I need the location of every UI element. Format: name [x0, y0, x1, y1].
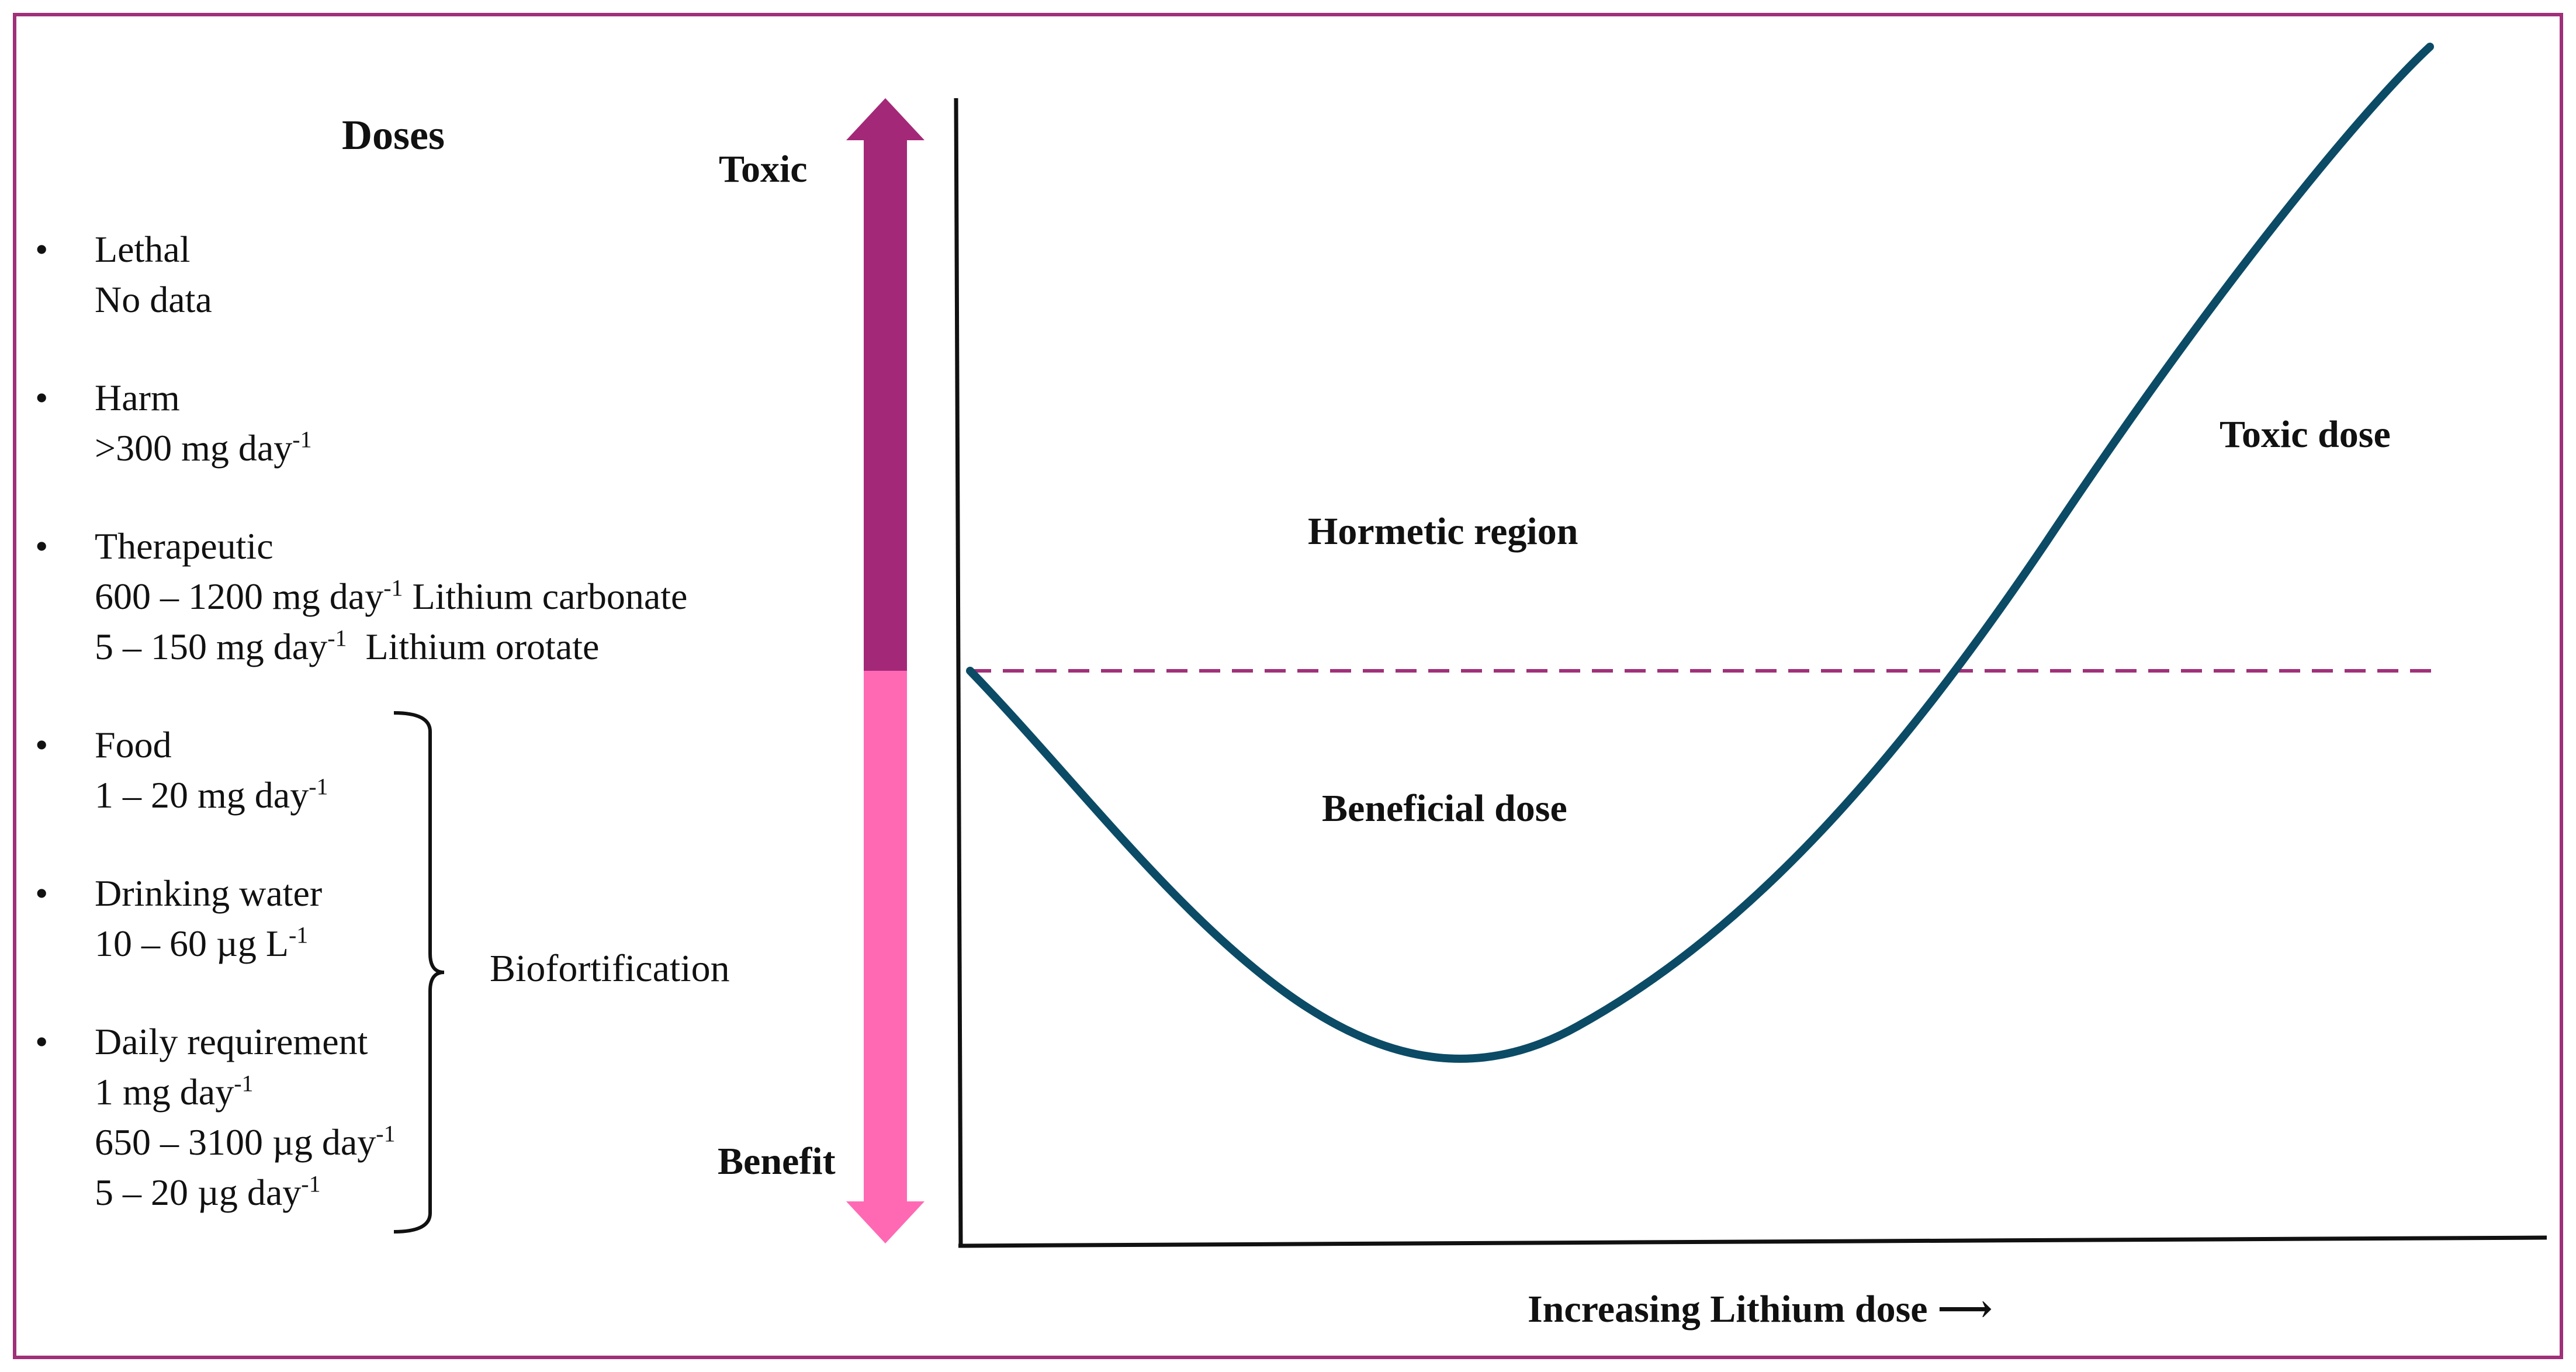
toxic-arrow-body: [864, 139, 907, 672]
dose-value: 5 – 20 µg day-1: [95, 1167, 396, 1218]
unit-exponent: -1: [288, 921, 309, 948]
unit-exponent: -1: [234, 1070, 254, 1097]
dose-value: 10 – 60 µg L-1: [95, 919, 322, 969]
dose-item-lines: Drinking water 10 – 60 µg L-1: [95, 868, 322, 969]
dose-category: Lethal: [95, 224, 212, 275]
dose-text: 10 – 60 µg L: [95, 923, 289, 964]
dose-text: 1 mg day: [95, 1071, 234, 1113]
x-axis: [958, 1235, 2547, 1248]
unit-exponent: -1: [292, 426, 312, 453]
dose-item-lines: Lethal No data: [95, 224, 212, 325]
x-axis-label: Increasing Lithium dose: [1528, 1288, 1928, 1331]
doses-title: Doses: [342, 112, 445, 158]
toxic-arrow-head: [846, 98, 925, 140]
unit-exponent: -1: [327, 625, 347, 652]
compound-name: Lithium orotate: [347, 626, 600, 667]
dose-text: 600 – 1200 mg day: [95, 576, 384, 617]
dose-text: >300 mg day: [95, 427, 293, 469]
figure-frame: [13, 13, 2563, 1359]
dose-text: Therapeutic: [95, 525, 273, 567]
dose-category: Therapeutic: [95, 521, 687, 571]
dose-text: Drinking water: [95, 872, 323, 914]
dose-text: Daily requirement: [95, 1021, 368, 1062]
unit-exponent: -1: [383, 574, 403, 601]
dose-category: Daily requirement: [95, 1017, 396, 1067]
dose-item-lines: Food 1 – 20 mg day-1: [95, 720, 328, 820]
dose-category: Food: [95, 720, 328, 770]
unit-exponent: -1: [309, 773, 328, 800]
toxic-dose-label: Toxic dose: [2220, 413, 2391, 456]
benefit-arrow-head: [846, 1201, 925, 1243]
bullet-icon: •: [35, 228, 49, 270]
dose-item-lines: Therapeutic 600 – 1200 mg day-1 Lithium c…: [95, 521, 687, 672]
dose-value: 1 – 20 mg day-1: [95, 770, 328, 820]
compound-name: Lithium carbonate: [403, 576, 688, 617]
biofortification-label: Biofortification: [490, 947, 730, 990]
dose-value: 5 – 150 mg day-1 Lithium orotate: [95, 622, 687, 672]
brace-path: [393, 711, 445, 1234]
dose-value: No data: [95, 275, 212, 325]
bullet-icon: •: [35, 1021, 49, 1062]
bullet-icon: •: [35, 525, 49, 567]
dose-category: Harm: [95, 373, 312, 423]
dose-item-lines: Daily requirement 1 mg day-1 650 – 3100 µg…: [95, 1017, 396, 1218]
dose-text: 1 – 20 mg day: [95, 774, 309, 816]
dose-text: 5 – 150 mg day: [95, 626, 328, 667]
toxic-label: Toxic: [719, 148, 808, 190]
dose-value: 650 – 3100 µg day-1: [95, 1117, 396, 1167]
y-axis: [954, 98, 963, 1246]
dose-text: Food: [95, 724, 172, 765]
dose-value: 1 mg day-1: [95, 1067, 396, 1117]
dose-item-lines: Harm >300 mg day-1: [95, 373, 312, 473]
dose-response-curve: [966, 43, 2434, 1063]
dose-value: >300 mg day-1: [95, 423, 312, 473]
dose-text: Lethal: [95, 228, 191, 270]
beneficial-dose-label: Beneficial dose: [1322, 787, 1567, 830]
dose-text: Harm: [95, 377, 180, 418]
dose-text: No data: [95, 279, 212, 320]
bullet-icon: •: [35, 377, 49, 418]
unit-exponent: -1: [301, 1170, 321, 1197]
benefit-arrow-body: [864, 671, 907, 1203]
dose-text: 650 – 3100 µg day: [95, 1121, 376, 1163]
benefit-label: Benefit: [718, 1140, 836, 1183]
unit-exponent: -1: [376, 1120, 396, 1147]
x-axis-title: Increasing Lithium dose ⟶: [1528, 1286, 1993, 1332]
dose-text: 5 – 20 µg day: [95, 1172, 302, 1213]
dose-category: Drinking water: [95, 868, 322, 919]
x-axis-arrow-icon: ⟶: [1937, 1288, 1993, 1331]
bullet-icon: •: [35, 724, 49, 765]
dose-value: 600 – 1200 mg day-1 Lithium carbonate: [95, 571, 687, 622]
hormetic-region-label: Hormetic region: [1308, 510, 1578, 553]
bullet-icon: •: [35, 872, 49, 914]
